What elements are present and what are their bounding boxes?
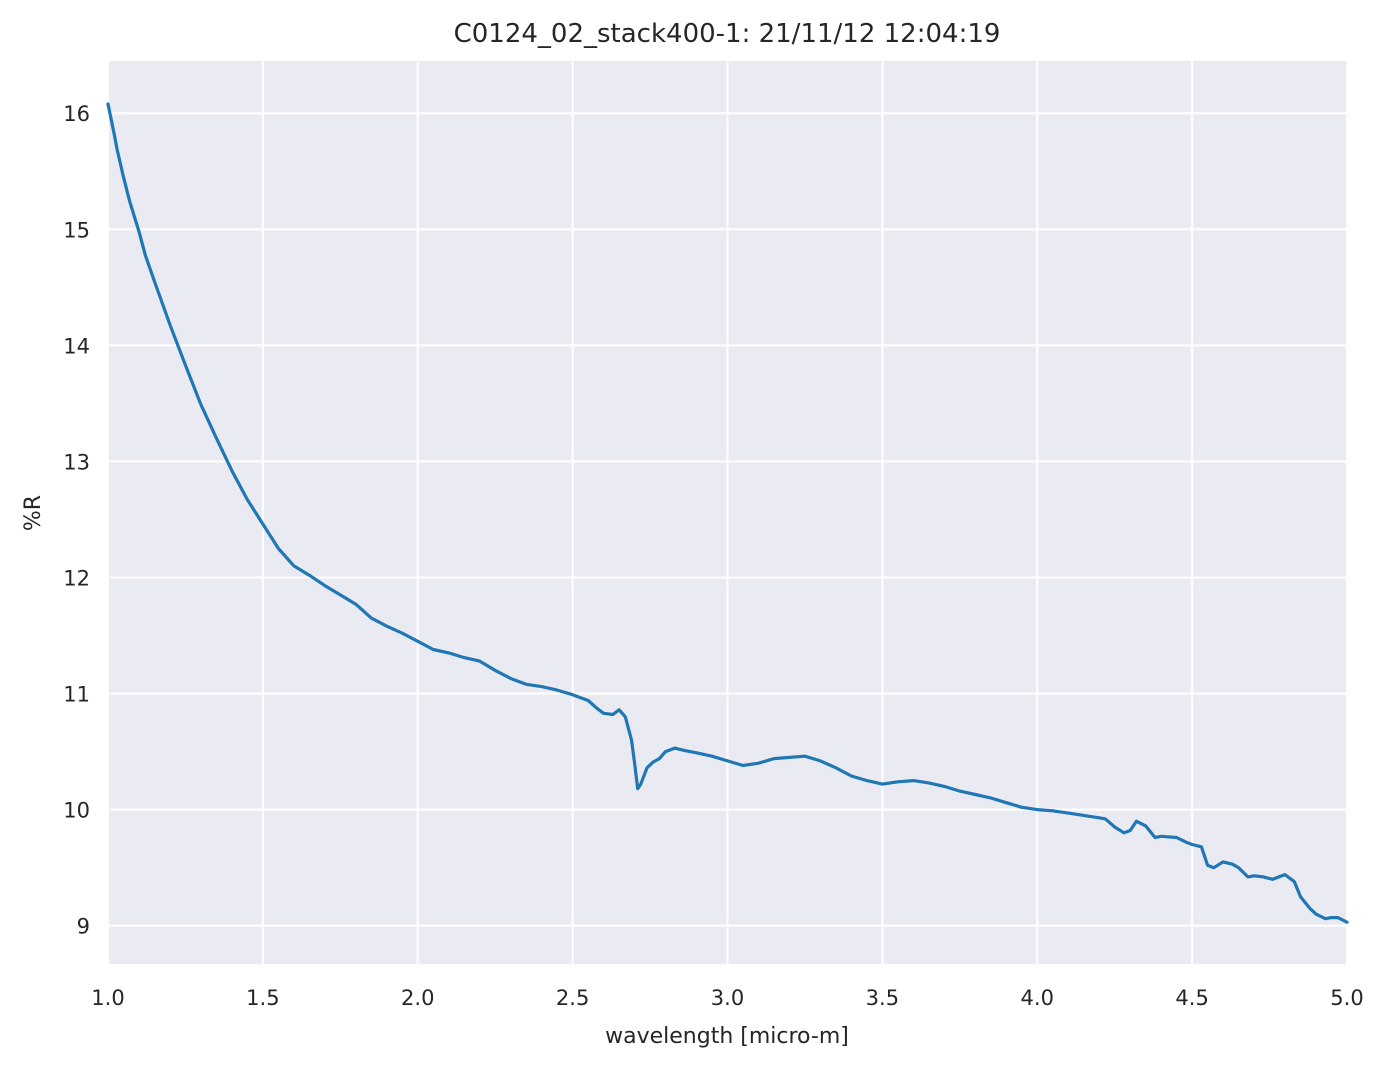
grid	[107, 61, 1348, 964]
series-layer	[106, 102, 1349, 924]
x-axis-ticks: 1.0 1.5 2.0 2.5 3.0 3.5 4.0 4.5 5.0	[91, 986, 1363, 1010]
x-tick-label: 1.0	[91, 986, 124, 1010]
y-axis-label: %R	[21, 495, 46, 531]
y-tick-label: 16	[63, 102, 90, 126]
x-tick-label: 2.0	[401, 986, 434, 1010]
x-tick-label: 4.5	[1175, 986, 1208, 1010]
y-axis-ticks: 9 10 11 12 13 14 15 16	[63, 102, 90, 938]
x-tick-label: 3.5	[866, 986, 899, 1010]
x-tick-label: 1.5	[246, 986, 279, 1010]
x-tick-label: 2.5	[556, 986, 589, 1010]
y-tick-label: 13	[63, 450, 90, 474]
series-line	[106, 102, 1349, 924]
y-tick-label: 12	[63, 566, 90, 590]
x-tick-label: 5.0	[1330, 986, 1363, 1010]
x-tick-label: 3.0	[711, 986, 744, 1010]
x-tick-label: 4.0	[1021, 986, 1054, 1010]
x-axis-label: wavelength [micro-m]	[605, 1024, 849, 1049]
y-tick-label: 11	[63, 683, 90, 707]
y-tick-label: 14	[63, 334, 90, 358]
chart-title: C0124_02_stack400-1: 21/11/12 12:04:19	[454, 19, 1001, 49]
y-tick-label: 9	[77, 915, 90, 939]
y-tick-label: 10	[63, 799, 90, 823]
y-tick-label: 15	[63, 218, 90, 242]
